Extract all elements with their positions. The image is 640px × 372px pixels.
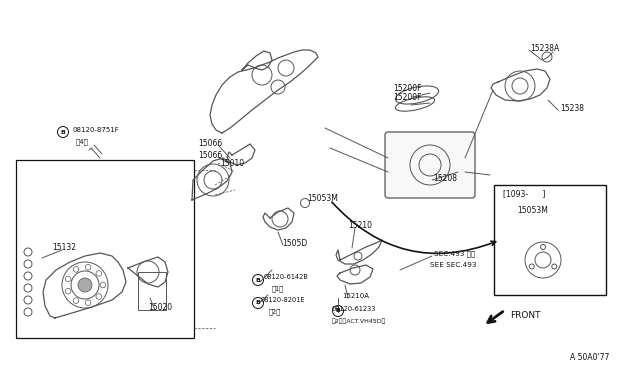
- Text: 15066: 15066: [198, 138, 222, 148]
- Text: 15210A: 15210A: [342, 293, 369, 299]
- Text: 15238: 15238: [560, 103, 584, 112]
- Text: （2）（ACT.VH45D）: （2）（ACT.VH45D）: [332, 318, 387, 324]
- Bar: [138, 272, 166, 310]
- Text: B: B: [255, 278, 260, 282]
- Text: 08120-8751F: 08120-8751F: [72, 127, 119, 133]
- Text: 15238A: 15238A: [530, 44, 559, 52]
- Text: B: B: [335, 308, 340, 314]
- Bar: [16, 160, 194, 338]
- Text: 08120-8201E: 08120-8201E: [261, 297, 305, 303]
- Text: 15200F: 15200F: [393, 83, 422, 93]
- Text: B: B: [255, 301, 260, 305]
- Circle shape: [78, 278, 92, 292]
- Text: 08120-61233: 08120-61233: [332, 306, 376, 312]
- Text: 15053M: 15053M: [517, 205, 548, 215]
- Text: 15200F: 15200F: [393, 93, 422, 102]
- Text: （4）: （4）: [76, 139, 89, 145]
- FancyBboxPatch shape: [385, 132, 475, 198]
- Text: A 50A0'77: A 50A0'77: [570, 353, 609, 362]
- Bar: [494, 185, 606, 295]
- Text: FRONT: FRONT: [510, 311, 541, 320]
- Text: SEC.493 参照: SEC.493 参照: [434, 251, 476, 257]
- Text: （1）: （1）: [272, 286, 284, 292]
- Text: 15132: 15132: [52, 243, 76, 251]
- Text: 15020: 15020: [148, 304, 172, 312]
- Text: 15010: 15010: [220, 158, 244, 167]
- Text: [1093-      ]: [1093- ]: [503, 189, 545, 199]
- Text: 15208: 15208: [433, 173, 457, 183]
- Text: 15210: 15210: [348, 221, 372, 230]
- Text: B: B: [61, 129, 65, 135]
- Text: 15053M: 15053M: [307, 193, 338, 202]
- Text: 08120-6142B: 08120-6142B: [264, 274, 309, 280]
- Text: （2）: （2）: [269, 309, 281, 315]
- Text: 1505D: 1505D: [282, 238, 307, 247]
- Text: 15066: 15066: [198, 151, 222, 160]
- Text: SEE SEC.493: SEE SEC.493: [430, 262, 477, 268]
